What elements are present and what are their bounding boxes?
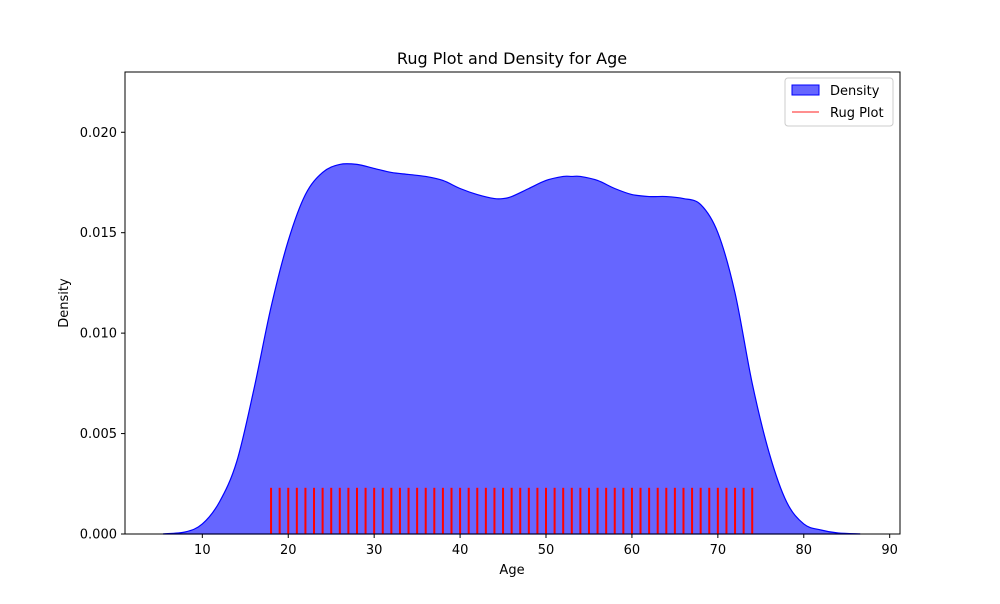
- y-axis-label: Density: [57, 278, 72, 328]
- y-tick-label: 0.020: [80, 126, 117, 141]
- y-tick-label: 0.000: [80, 528, 117, 543]
- plot-area: [124, 71, 901, 535]
- x-tick-label: 90: [881, 543, 898, 558]
- y-tick-label: 0.015: [80, 226, 117, 241]
- legend-density-label: Density: [830, 84, 880, 99]
- chart-title: Rug Plot and Density for Age: [397, 49, 627, 68]
- y-tick-label: 0.005: [80, 427, 117, 442]
- y-tick-label: 0.010: [80, 327, 117, 342]
- y-axis-ticks: 0.000 0.005 0.010 0.015 0.020: [80, 126, 125, 543]
- axes-frame: [124, 71, 901, 535]
- x-tick-label: 60: [624, 543, 641, 558]
- x-axis-ticks: 10 20 30 40 50 60 70 80 90: [194, 534, 898, 558]
- x-tick-label: 30: [366, 543, 383, 558]
- legend: Density Rug Plot: [784, 77, 894, 127]
- x-axis-label: Age: [499, 563, 524, 578]
- density-area: [163, 163, 861, 535]
- x-tick-label: 80: [795, 543, 812, 558]
- rug-marks: [270, 487, 754, 534]
- x-tick-label: 70: [710, 543, 727, 558]
- legend-rug-label: Rug Plot: [830, 106, 884, 121]
- x-tick-label: 10: [194, 543, 211, 558]
- x-tick-label: 20: [280, 543, 297, 558]
- x-tick-label: 50: [538, 543, 555, 558]
- x-tick-label: 40: [452, 543, 469, 558]
- legend-density-swatch: [791, 84, 820, 96]
